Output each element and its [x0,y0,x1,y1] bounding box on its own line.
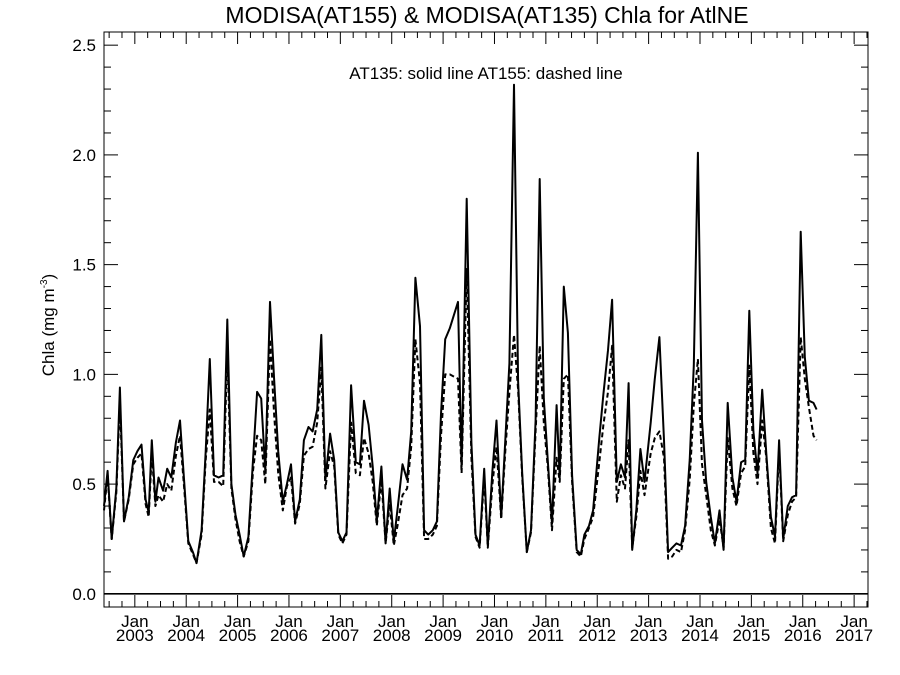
x-tick-year-label: 2013 [630,626,668,645]
x-tick-year-label: 2014 [681,626,719,645]
x-tick-month-label: Jan [429,612,456,631]
y-tick-label: 0.0 [72,585,96,604]
y-tick-label: 1.0 [72,365,96,384]
x-ticks: Jan2003Jan2004Jan2005Jan2006Jan2007Jan20… [108,32,873,645]
series-line-at135 [103,83,818,565]
y-tick-label: 0.5 [72,475,96,494]
x-tick-month-label: Jan [378,612,405,631]
x-tick-year-label: 2003 [116,626,154,645]
chart-title: MODISA(AT155) & MODISA(AT135) Chla for A… [225,2,748,28]
x-tick-year-label: 2010 [476,626,514,645]
y-axis-title-close: ) [39,274,58,280]
x-tick-year-label: 2005 [219,626,257,645]
x-tick-year-label: 2008 [373,626,411,645]
x-tick-month-label: Jan [532,612,559,631]
series-group [103,83,818,565]
y-ticks: 0.0 0.5 1.0 1.5 2.0 2.5 [72,36,868,604]
y-axis-title-main: Chla (mg m [39,288,58,376]
x-tick-year-label: 2011 [528,626,565,645]
x-tick-year-label: 2016 [784,626,822,645]
x-tick-year-label: 2006 [270,626,308,645]
plot-frame [103,31,869,608]
x-tick-year-label: 2004 [167,626,205,645]
x-tick-year-label: 2007 [321,626,359,645]
x-tick-year-label: 2009 [424,626,462,645]
y-tick-label: 2.5 [72,36,96,55]
x-tick-month-label: Jan [635,612,662,631]
legend-annotation: AT135: solid line AT155: dashed line [349,64,622,83]
y-tick-label: 1.5 [72,256,96,275]
x-tick-month-label: Jan [840,612,867,631]
series-line-at155 [103,268,818,565]
x-tick-month-label: Jan [121,612,148,631]
x-tick-month-label: Jan [327,612,354,631]
y-axis-title-exponent: -3 [39,279,50,288]
x-tick-month-label: Jan [275,612,302,631]
x-tick-month-label: Jan [686,612,713,631]
y-tick-label: 2.0 [72,146,96,165]
x-tick-month-label: Jan [789,612,816,631]
x-tick-month-label: Jan [172,612,199,631]
x-tick-month-label: Jan [481,612,508,631]
x-tick-year-label: 2017 [835,626,873,645]
x-tick-year-label: 2015 [732,626,770,645]
x-tick-month-label: Jan [224,612,251,631]
y-axis-title: Chla (mg m-3) [39,274,58,376]
x-tick-year-label: 2012 [578,626,616,645]
x-tick-month-label: Jan [584,612,611,631]
x-tick-month-label: Jan [738,612,765,631]
